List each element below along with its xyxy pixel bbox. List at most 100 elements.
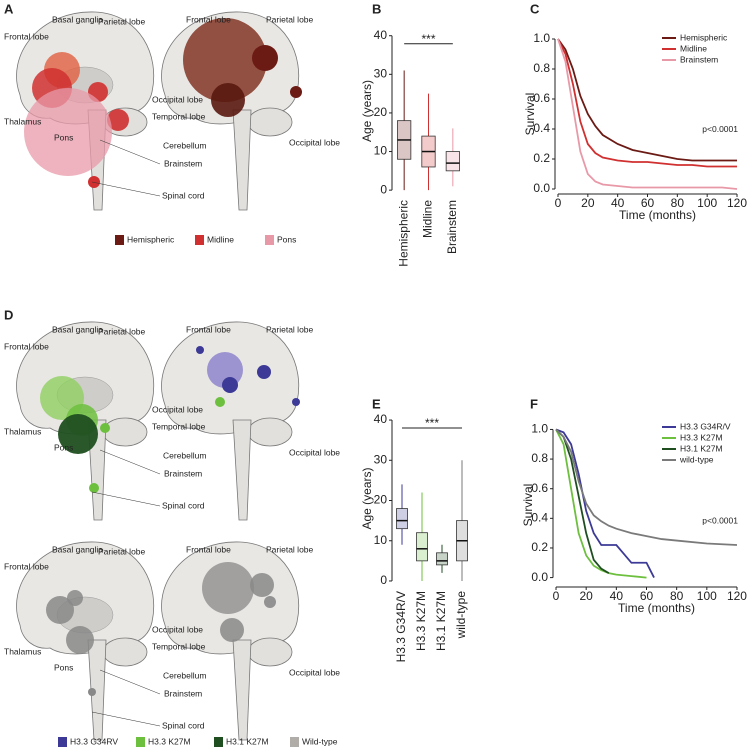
y-axis-label: Age (years)	[360, 467, 374, 529]
x-axis-label: Time (months)	[619, 208, 696, 222]
region-label: Pons	[54, 132, 73, 142]
y-tick-label: 0.8	[531, 451, 548, 465]
p-value: p<0.0001	[702, 124, 738, 134]
region-label: Parietal lobe	[266, 544, 314, 554]
leader-line	[99, 139, 161, 165]
x-tick-label: Hemispheric	[396, 200, 410, 267]
x-axis-label: Time (months)	[618, 601, 695, 615]
panel-letter: F	[530, 396, 538, 411]
x-tick-label: 120	[727, 589, 747, 603]
lesion-bubble	[252, 45, 278, 71]
lesion-bubble	[58, 414, 98, 454]
cerebellum	[247, 417, 293, 447]
leader-line	[91, 491, 161, 507]
region-label: Frontal lobe	[186, 14, 231, 24]
region-label: Occipital lobe	[152, 624, 203, 634]
x-tick-label: 0	[553, 589, 560, 603]
y-tick-label: 0.2	[531, 540, 548, 554]
region-label: Parietal lobe	[98, 16, 146, 26]
lesion-bubble	[290, 86, 302, 98]
y-tick-label: 1.0	[533, 31, 550, 45]
legend-swatch	[58, 737, 67, 747]
y-tick-label: 0.8	[533, 61, 550, 75]
y-tick-label: 0.4	[531, 511, 548, 525]
y-axis-label: Survival	[523, 93, 537, 136]
legend-label: H3.3 G34RV	[70, 736, 118, 746]
box	[436, 552, 448, 566]
legend-label: Hemispheric	[680, 32, 728, 42]
region-label: Cerebellum	[163, 140, 206, 150]
legend-label: Pons	[277, 234, 296, 244]
region-label: Brainstem	[164, 688, 202, 698]
region-label: Frontal lobe	[186, 544, 231, 554]
legend-label: H3.1 K27M	[226, 736, 269, 746]
x-tick-label: 20	[579, 589, 593, 603]
region-label: Parietal lobe	[98, 326, 146, 336]
survival-curve	[555, 429, 647, 579]
region-label: Parietal lobe	[266, 14, 314, 24]
lesion-bubble	[196, 346, 204, 354]
lesion-bubble	[250, 573, 274, 597]
region-label: Frontal lobe	[4, 341, 49, 351]
cerebellum	[247, 107, 293, 137]
region-label: Temporal lobe	[152, 111, 206, 121]
x-tick-label: 100	[697, 589, 717, 603]
leader-line	[91, 711, 161, 727]
region-label: Basal ganglia	[52, 544, 103, 554]
region-label: Temporal lobe	[152, 421, 206, 431]
x-tick-label: Midline	[421, 200, 435, 238]
y-tick-label: 0.4	[533, 121, 550, 135]
lesion-bubble	[46, 596, 74, 624]
x-tick-label: H3.3 G34R/V	[394, 591, 408, 662]
brainstem	[232, 419, 252, 521]
survival-curve	[557, 38, 738, 162]
region-label: Frontal lobe	[4, 561, 49, 571]
panel-letter: A	[4, 1, 14, 16]
p-value: p<0.0001	[702, 515, 738, 525]
region-label: Frontal lobe	[4, 31, 49, 41]
x-tick-label: 40	[611, 196, 625, 210]
survival-curve	[555, 428, 738, 546]
y-axis-label: Age (years)	[360, 80, 374, 142]
brainstem	[87, 639, 107, 741]
y-tick-label: 0.2	[533, 151, 550, 165]
lesion-bubble	[222, 377, 238, 393]
lesion-bubble	[202, 562, 254, 614]
legend-label: H3.1 K27M	[680, 443, 723, 453]
region-label: Occipital lobe	[289, 137, 340, 147]
region-label: Occipital lobe	[152, 404, 203, 414]
lesion-bubble	[292, 398, 300, 406]
legend-swatch	[290, 737, 299, 747]
legend-label: Midline	[680, 43, 707, 53]
significance-label: ***	[421, 32, 435, 46]
y-axis-label: Survival	[521, 484, 535, 527]
leader-line	[99, 669, 161, 695]
legend-label: H3.3 K27M	[680, 432, 723, 442]
cerebellum	[102, 637, 148, 667]
region-label: Brainstem	[164, 468, 202, 478]
panel-letter: C	[530, 1, 540, 16]
region-label: Cerebellum	[163, 670, 206, 680]
lesion-bubble	[66, 626, 94, 654]
y-tick-label: 20	[374, 493, 388, 507]
legend-label: wild-type	[679, 454, 714, 464]
region-label: Spinal cord	[162, 720, 205, 730]
region-label: Occipital lobe	[289, 447, 340, 457]
x-tick-label: 120	[727, 196, 747, 210]
region-label: Occipital lobe	[289, 667, 340, 677]
region-label: Occipital lobe	[152, 94, 203, 104]
panel-letter: B	[372, 1, 381, 16]
y-tick-label: 0.6	[531, 481, 548, 495]
region-label: Thalamus	[4, 116, 41, 126]
cerebellum	[102, 417, 148, 447]
region-label: Parietal lobe	[266, 324, 314, 334]
legend-swatch	[136, 737, 145, 747]
legend-label: Midline	[207, 234, 234, 244]
region-label: Thalamus	[4, 426, 41, 436]
survival-curve	[555, 428, 655, 579]
y-tick-label: 30	[374, 452, 388, 466]
x-tick-label: Brainstem	[445, 200, 459, 254]
